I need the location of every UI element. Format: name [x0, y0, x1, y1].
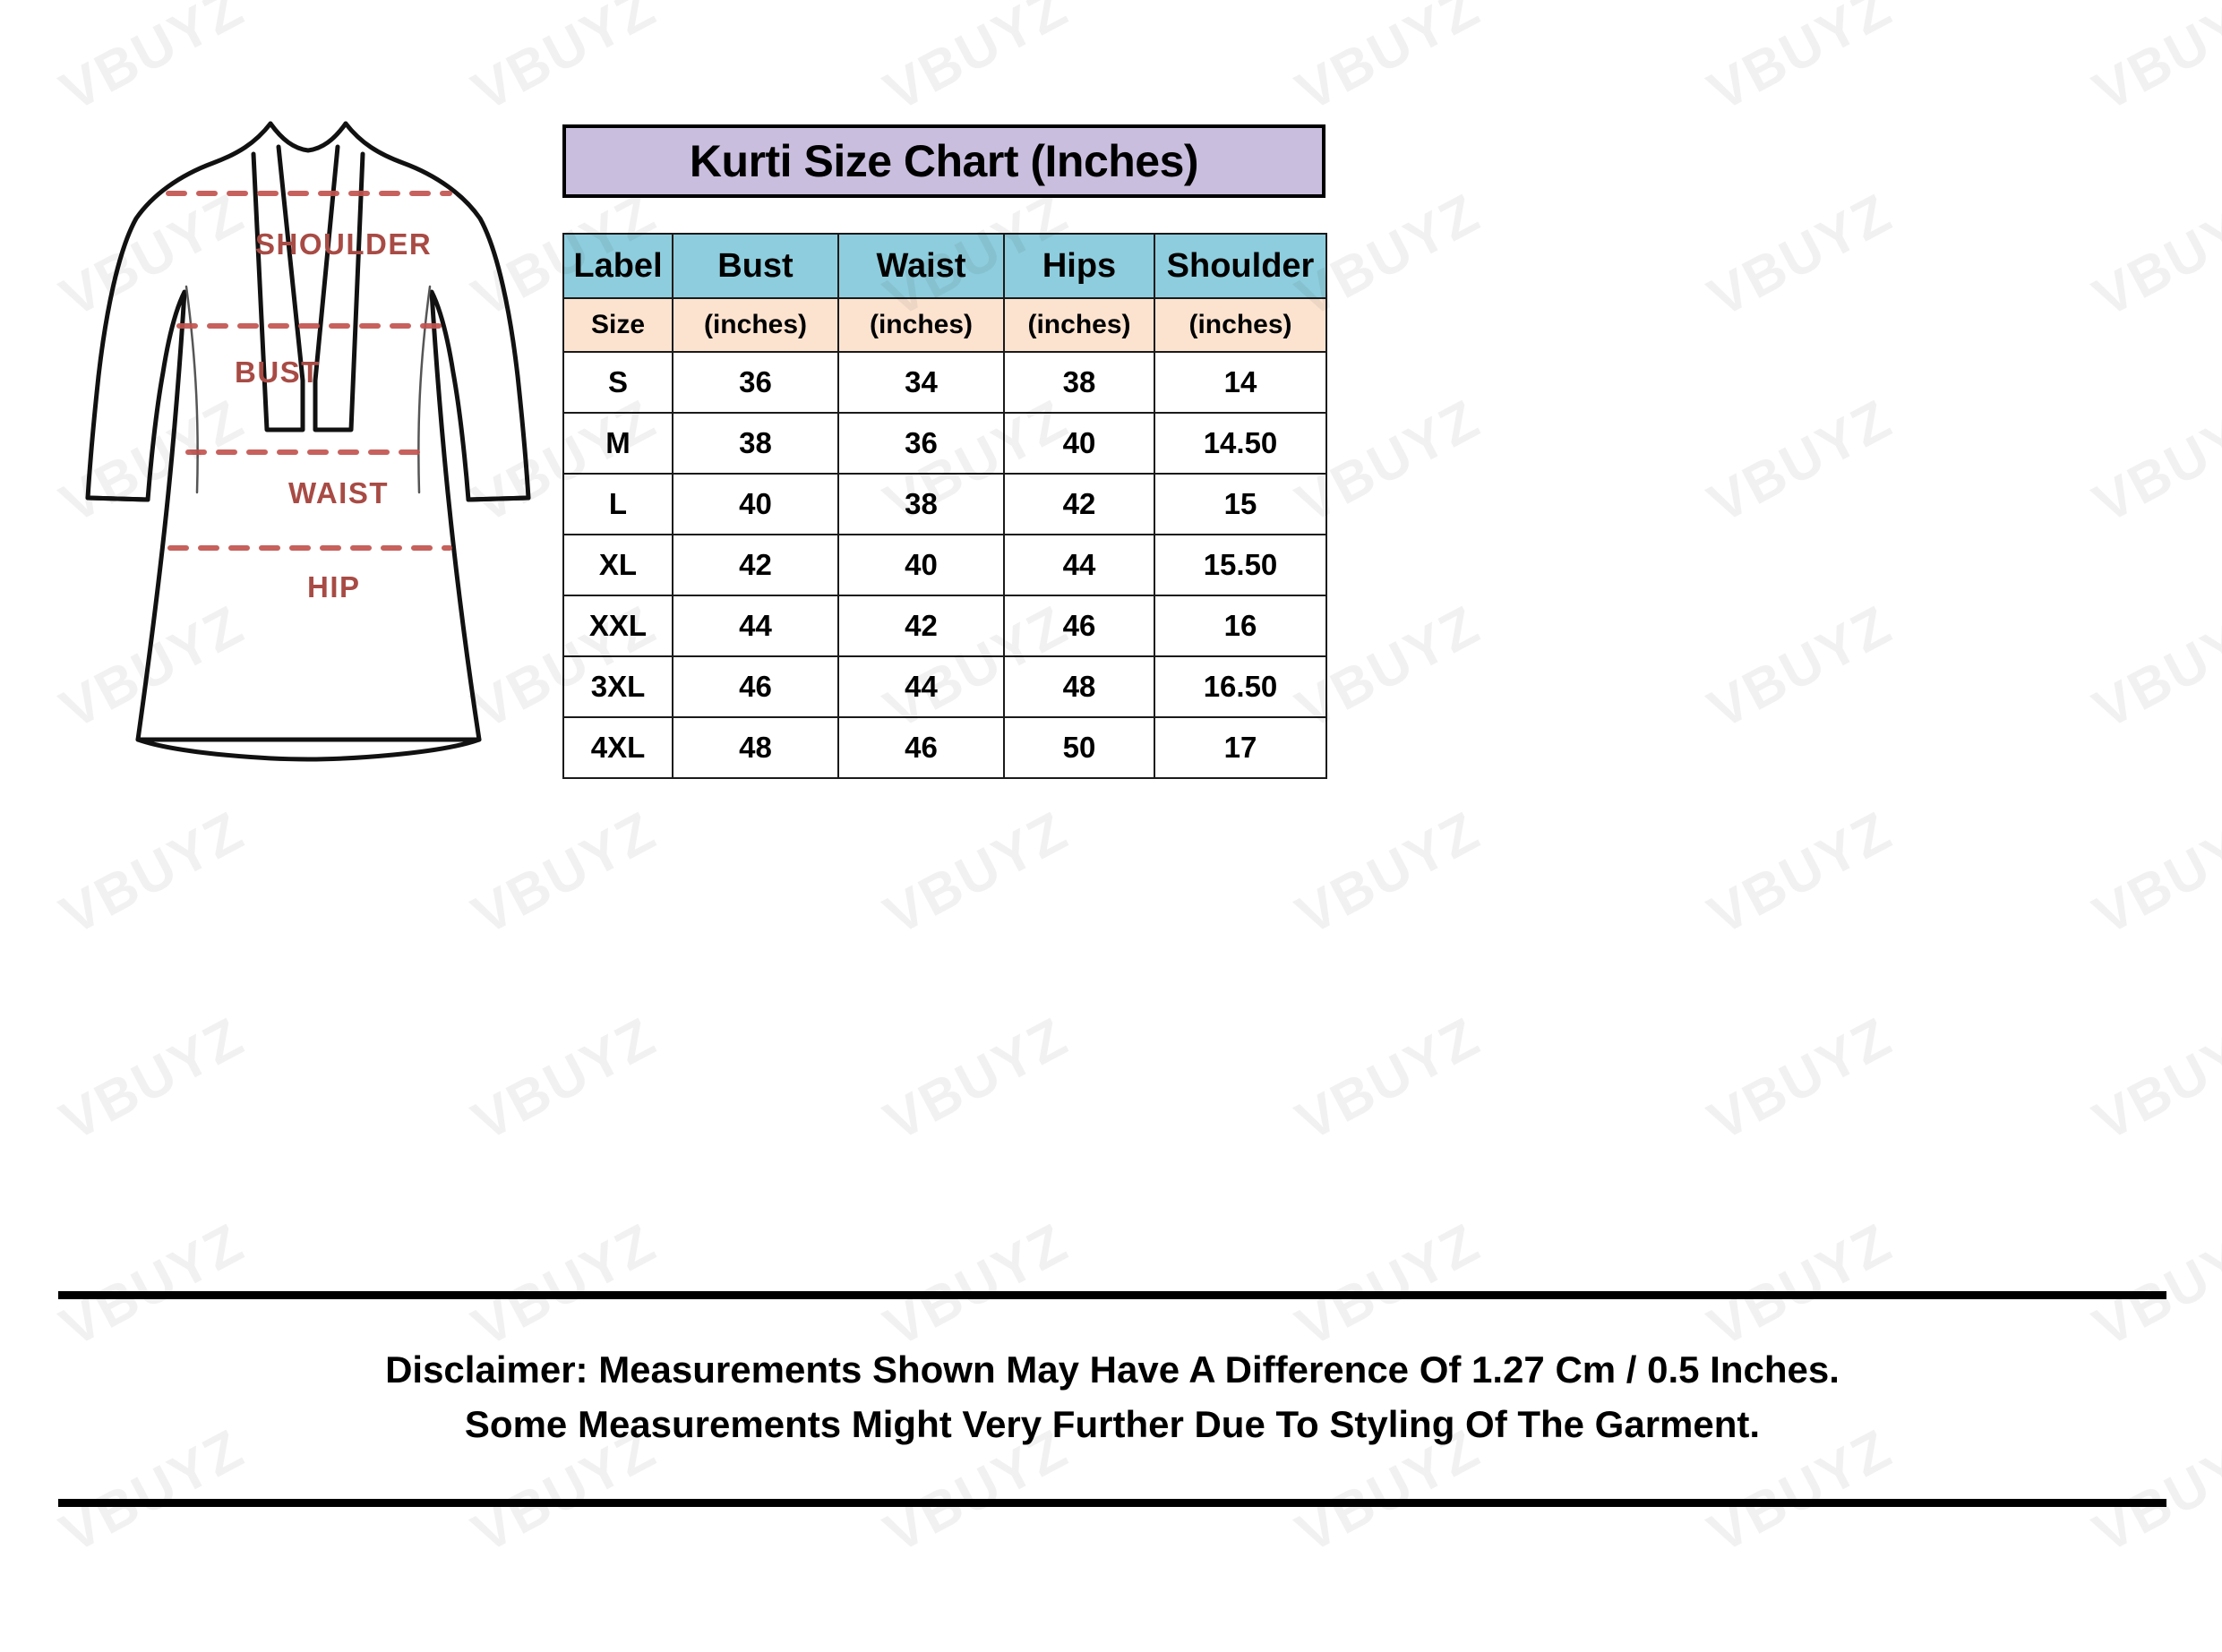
- cell-shoulder: 17: [1154, 716, 1327, 779]
- column-header-bust: Bust: [672, 233, 839, 299]
- unit-header-cell: Size: [562, 297, 673, 353]
- column-header-label: Label: [562, 233, 673, 299]
- cell-waist: 40: [837, 534, 1005, 596]
- cell-bust: 46: [672, 655, 839, 718]
- cell-waist: 46: [837, 716, 1005, 779]
- table-row: 3XL 46 44 48 16.50: [562, 655, 1327, 718]
- size-chart-table: Label Bust Waist Hips Shoulder Size (inches) (i…: [562, 233, 1327, 779]
- measurement-label-shoulder: SHOULDER: [255, 227, 433, 261]
- table-row: S 36 34 38 14: [562, 351, 1327, 414]
- column-header-waist: Waist: [837, 233, 1005, 299]
- disclaimer-line-2: Some Measurements Might Very Further Due…: [464, 1402, 1761, 1445]
- cell-shoulder: 15.50: [1154, 534, 1327, 596]
- chart-title-banner: Kurti Size Chart (Inches): [562, 124, 1325, 198]
- cell-hips: 38: [1003, 351, 1155, 414]
- cell-label: S: [562, 351, 673, 414]
- cell-bust: 40: [672, 473, 839, 535]
- cell-hips: 40: [1003, 412, 1155, 475]
- cell-waist: 44: [837, 655, 1005, 718]
- table-row: XXL 44 42 46 16: [562, 595, 1327, 657]
- cell-waist: 36: [837, 412, 1005, 475]
- unit-header-cell: (inches): [672, 297, 839, 353]
- kurti-illustration: SHOULDER BUST WAIST HIP: [63, 107, 564, 815]
- table-unit-row: Size (inches) (inches) (inches) (inches): [562, 297, 1327, 353]
- cell-bust: 42: [672, 534, 839, 596]
- unit-header-cell: (inches): [837, 297, 1005, 353]
- cell-label: 3XL: [562, 655, 673, 718]
- cell-label: M: [562, 412, 673, 475]
- column-header-hips: Hips: [1003, 233, 1155, 299]
- cell-hips: 44: [1003, 534, 1155, 596]
- cell-bust: 36: [672, 351, 839, 414]
- measurement-label-hip: HIP: [307, 570, 361, 603]
- disclaimer-line-1: Disclaimer: Measurements Shown May Have …: [385, 1348, 1840, 1391]
- cell-label: XXL: [562, 595, 673, 657]
- cell-shoulder: 15: [1154, 473, 1327, 535]
- table-row: L 40 38 42 15: [562, 473, 1327, 535]
- table-row: XL 42 40 44 15.50: [562, 534, 1327, 596]
- cell-shoulder: 16: [1154, 595, 1327, 657]
- cell-bust: 44: [672, 595, 839, 657]
- table-row: M 38 36 40 14.50: [562, 412, 1327, 475]
- unit-header-cell: (inches): [1154, 297, 1327, 353]
- measurement-label-waist: WAIST: [288, 476, 389, 509]
- page-title: Kurti Size Chart (Inches): [689, 136, 1199, 186]
- cell-bust: 38: [672, 412, 839, 475]
- cell-shoulder: 14.50: [1154, 412, 1327, 475]
- cell-hips: 50: [1003, 716, 1155, 779]
- cell-bust: 48: [672, 716, 839, 779]
- divider-top: [58, 1291, 2166, 1299]
- cell-waist: 42: [837, 595, 1005, 657]
- table-header-row: Label Bust Waist Hips Shoulder: [562, 233, 1327, 299]
- cell-shoulder: 14: [1154, 351, 1327, 414]
- cell-label: XL: [562, 534, 673, 596]
- cell-label: L: [562, 473, 673, 535]
- disclaimer-text: Disclaimer: Measurements Shown May Have …: [58, 1343, 2166, 1452]
- unit-header-cell: (inches): [1003, 297, 1155, 353]
- cell-label: 4XL: [562, 716, 673, 779]
- cell-waist: 34: [837, 351, 1005, 414]
- cell-hips: 48: [1003, 655, 1155, 718]
- cell-hips: 42: [1003, 473, 1155, 535]
- cell-hips: 46: [1003, 595, 1155, 657]
- cell-shoulder: 16.50: [1154, 655, 1327, 718]
- cell-waist: 38: [837, 473, 1005, 535]
- column-header-shoulder: Shoulder: [1154, 233, 1327, 299]
- divider-bottom: [58, 1499, 2166, 1507]
- table-row: 4XL 48 46 50 17: [562, 716, 1327, 779]
- measurement-label-bust: BUST: [235, 355, 321, 389]
